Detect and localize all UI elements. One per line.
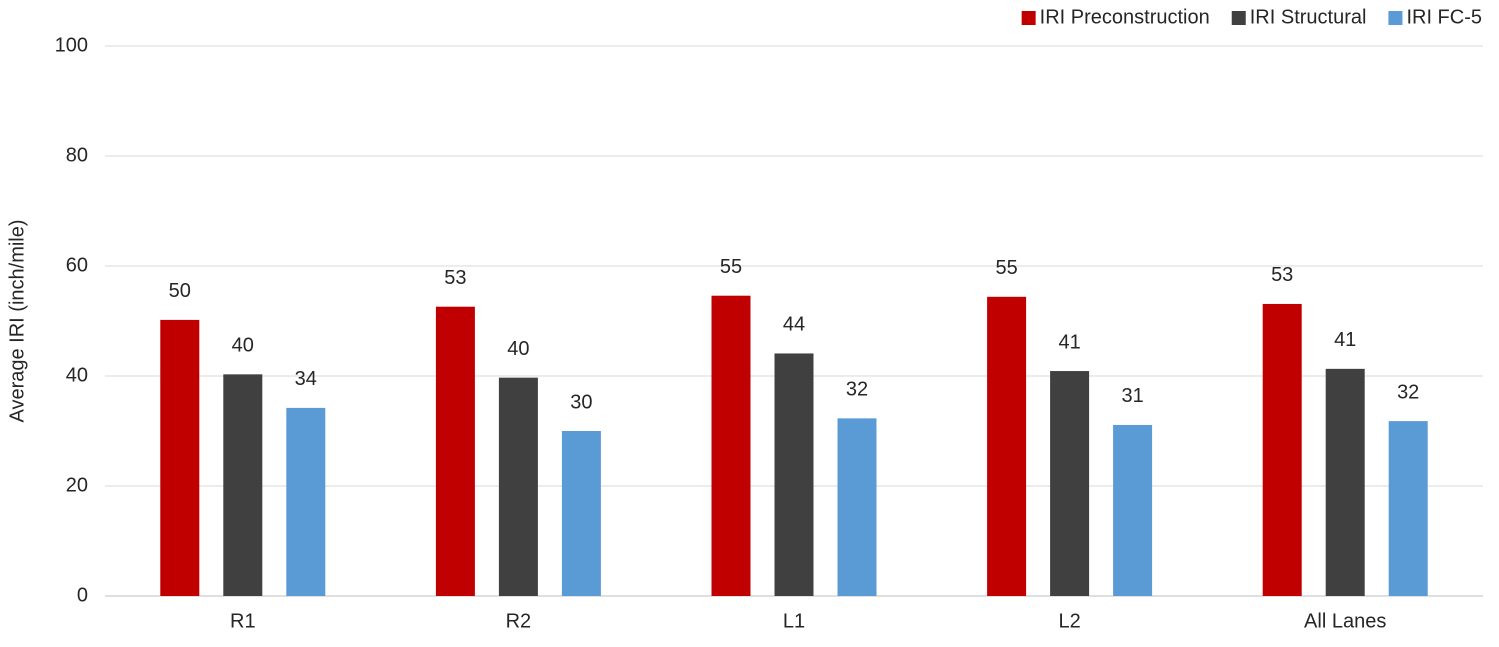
data-label: 34 — [295, 368, 317, 390]
y-tick-label: 0 — [77, 584, 88, 606]
y-tick-label: 100 — [55, 34, 88, 56]
legend-swatch — [1021, 11, 1036, 25]
y-axis-title: Average IRI (inch/mile) — [6, 219, 28, 422]
bar — [837, 418, 877, 596]
data-label: 44 — [783, 314, 805, 336]
bar — [1113, 424, 1153, 596]
x-tick-label: L2 — [1058, 610, 1080, 632]
data-label: 31 — [1121, 385, 1143, 407]
legend-swatch — [1231, 11, 1246, 25]
legend-label: IRI Structural — [1250, 6, 1367, 28]
legend-swatch — [1388, 11, 1403, 25]
data-label: 41 — [1334, 329, 1356, 351]
data-label: 40 — [507, 338, 529, 360]
x-tick-label: R1 — [230, 610, 256, 632]
data-label: 41 — [1058, 331, 1080, 353]
data-label: 50 — [169, 280, 191, 302]
bar — [987, 296, 1027, 596]
data-label: 30 — [570, 391, 592, 413]
bar — [711, 295, 751, 596]
y-tick-label: 20 — [66, 474, 88, 496]
data-label: 32 — [1397, 381, 1419, 403]
legend-label: IRI FC-5 — [1406, 6, 1482, 28]
bar — [561, 431, 601, 596]
bar — [498, 377, 538, 596]
data-label: 55 — [995, 257, 1017, 279]
data-label: 53 — [444, 267, 466, 289]
y-tick-label: 40 — [66, 364, 88, 386]
bar — [774, 353, 814, 596]
bar — [160, 319, 200, 596]
data-label: 53 — [1271, 264, 1293, 286]
legend-label: IRI Preconstruction — [1040, 6, 1210, 28]
data-label: 32 — [846, 379, 868, 401]
x-tick-label: L1 — [783, 610, 805, 632]
y-tick-label: 80 — [66, 144, 88, 166]
y-tick-label: 60 — [66, 254, 88, 276]
bar — [1388, 421, 1428, 596]
bar — [286, 407, 326, 596]
x-tick-label: All Lanes — [1304, 610, 1386, 632]
bar — [435, 306, 475, 596]
bar — [1325, 368, 1365, 596]
x-tick-label: R2 — [506, 610, 532, 632]
data-label: 40 — [232, 335, 254, 357]
bar — [223, 374, 263, 596]
bar — [1050, 371, 1090, 596]
data-label: 55 — [720, 256, 742, 278]
bar — [1262, 303, 1302, 596]
